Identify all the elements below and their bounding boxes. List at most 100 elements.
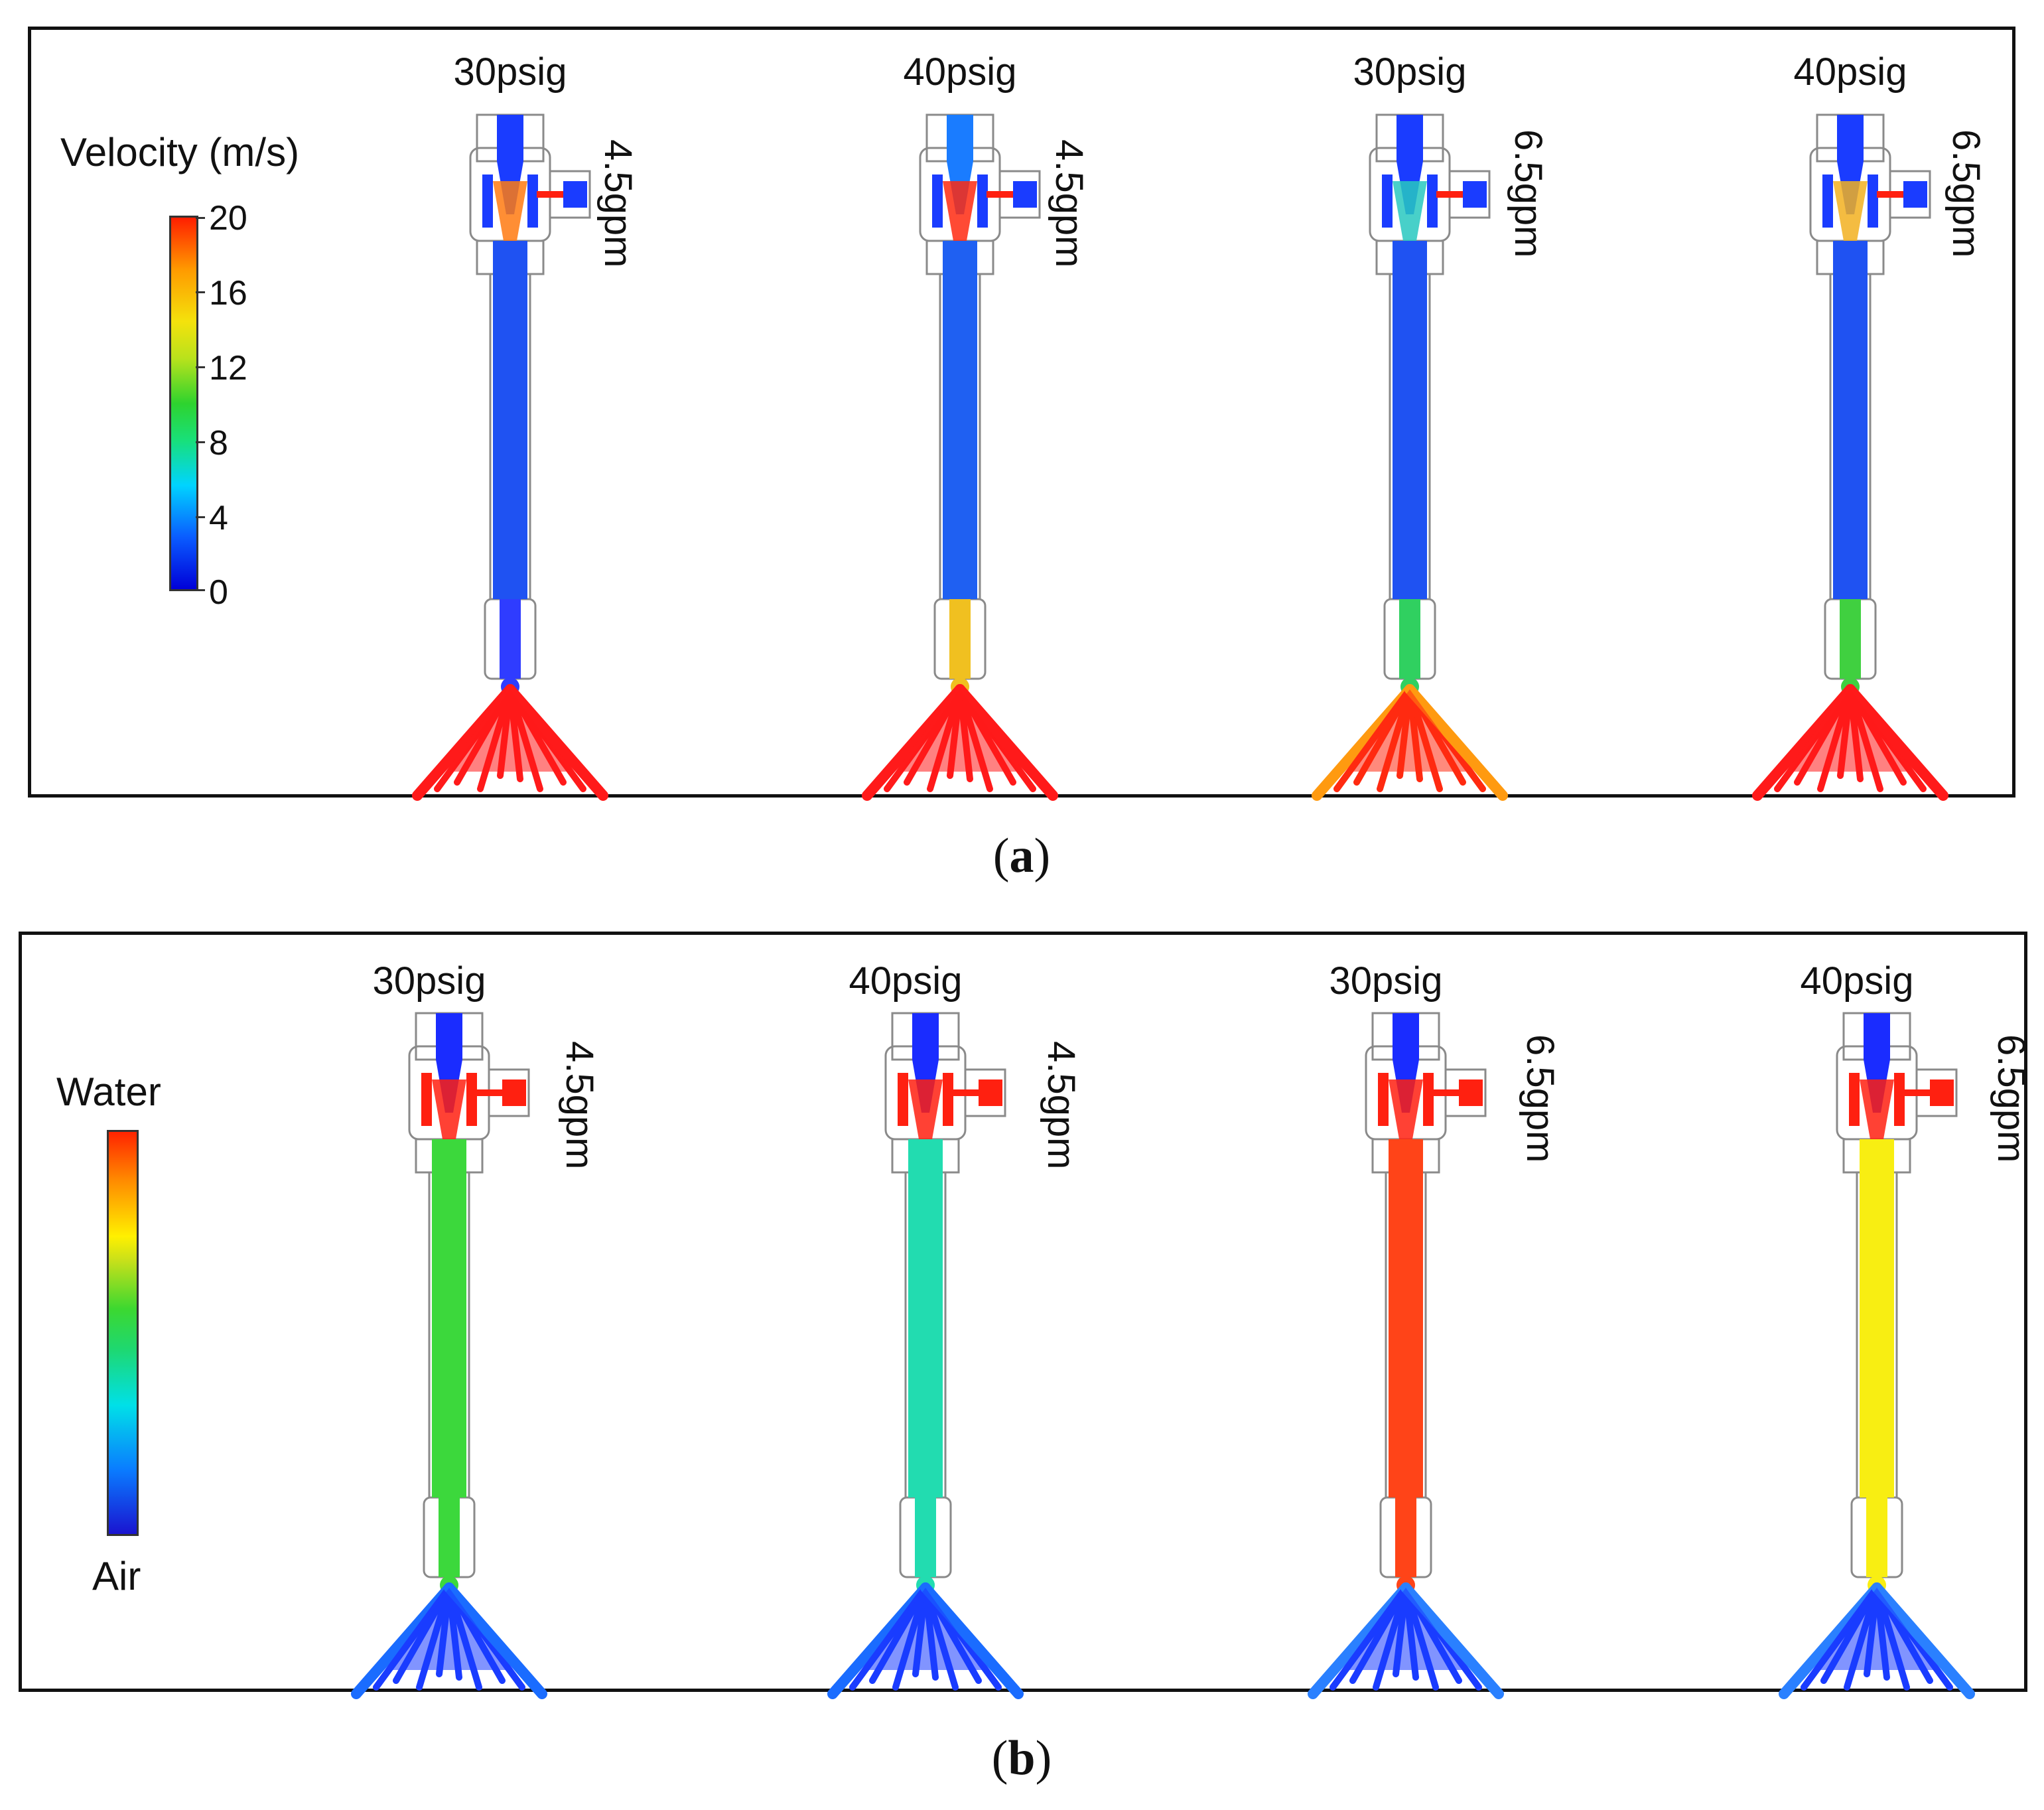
throat-flow <box>949 599 971 679</box>
column-title-a3: 30psig <box>1353 50 1467 94</box>
tube-flow <box>943 241 977 599</box>
side-port-flow <box>1459 1079 1483 1106</box>
side-port-flow <box>1903 181 1927 208</box>
side-chamber-right <box>1894 1073 1905 1126</box>
flow-label-b1: 4.5gpm <box>558 1041 601 1170</box>
velocity-tick-4: 4 <box>209 499 228 537</box>
paren-close: ) <box>1035 1731 1052 1785</box>
side-chamber-right <box>466 1073 477 1126</box>
side-chamber-left <box>482 174 493 228</box>
spray-cone <box>1350 689 1469 772</box>
side-port-channel <box>952 1089 979 1096</box>
column-title-a2: 40psig <box>903 50 1017 94</box>
inlet-flow <box>947 115 973 161</box>
mixing-core <box>908 1079 943 1139</box>
spray-cone <box>450 689 570 772</box>
velocity-panel: Velocity (m/s) 20 16 12 8 4 0 30psig 40p… <box>28 27 2015 801</box>
mixing-core <box>1860 1079 1894 1139</box>
tube-flow <box>908 1139 943 1497</box>
paren-open: ( <box>992 829 1010 883</box>
side-chamber-right <box>1427 174 1438 228</box>
mixing-core <box>1393 181 1427 241</box>
column-title-b3: 30psig <box>1329 959 1443 1003</box>
inlet-flow <box>1397 115 1423 161</box>
nozzle-velocity-30psig-4.5gpm <box>412 113 608 801</box>
paren-open: ( <box>991 1731 1008 1785</box>
spray-streak <box>444 1582 547 1699</box>
tube-flow <box>493 241 527 599</box>
mixing-core <box>493 181 527 241</box>
flow-label-b4: 6.5gpm <box>1990 1034 2033 1163</box>
velocity-tick-0: 0 <box>209 573 228 612</box>
throat-flow <box>1866 1497 1887 1577</box>
nozzle-fraction-30psig-6.5gpm <box>1308 1012 1504 1699</box>
mixing-core <box>432 1079 466 1139</box>
side-port-flow <box>563 181 587 208</box>
spray-cone <box>1346 1588 1465 1670</box>
side-port-channel <box>1903 1089 1930 1096</box>
side-chamber-left <box>1382 174 1393 228</box>
column-title-b4: 40psig <box>1800 959 1914 1003</box>
throat-flow <box>439 1497 460 1577</box>
side-port-channel <box>537 191 563 198</box>
panel-a-label: (a) <box>955 828 1088 884</box>
flow-label-b2: 4.5gpm <box>1040 1041 1083 1170</box>
side-chamber-left <box>898 1073 908 1126</box>
velocity-tick-12: 12 <box>209 349 247 387</box>
tick-mark <box>196 516 205 518</box>
side-port-flow <box>1013 181 1037 208</box>
velocity-legend-title: Velocity (m/s) <box>60 130 300 174</box>
side-port-flow <box>1463 181 1487 208</box>
inlet-flow <box>1393 1013 1419 1060</box>
tube-flow <box>1860 1139 1894 1497</box>
tick-mark <box>196 366 205 368</box>
flow-label-a4: 6.5gpm <box>1944 129 1988 258</box>
side-port-channel <box>1877 191 1903 198</box>
mixing-core <box>1389 1079 1423 1139</box>
column-title-b1: 30psig <box>372 959 486 1003</box>
throat-flow <box>1840 599 1861 679</box>
throat-flow <box>915 1497 936 1577</box>
nozzle-fraction-30psig-4.5gpm <box>351 1012 547 1699</box>
inlet-flow <box>436 1013 462 1060</box>
throat-flow <box>500 599 521 679</box>
nozzle-fraction-40psig-4.5gpm <box>827 1012 1024 1699</box>
side-port-flow <box>502 1079 526 1106</box>
side-port-channel <box>476 1089 502 1096</box>
side-chamber-right <box>1868 174 1878 228</box>
side-port-flow <box>979 1079 1002 1106</box>
tick-mark <box>196 217 205 219</box>
spray-cone <box>900 689 1020 772</box>
flow-label-a3: 6.5gpm <box>1507 129 1550 258</box>
spray-cone <box>1817 1588 1937 1670</box>
inlet-flow <box>1864 1013 1890 1060</box>
spray-streak <box>955 684 1058 801</box>
tick-mark <box>196 589 205 591</box>
inlet-flow <box>497 115 523 161</box>
mixing-core <box>1833 181 1868 241</box>
tube-flow <box>1833 241 1868 599</box>
spray-cone <box>866 1588 985 1670</box>
tube-flow <box>432 1139 466 1497</box>
spray-streak <box>1404 684 1508 801</box>
tick-mark <box>196 441 205 443</box>
panel-letter: b <box>1008 1731 1036 1785</box>
volume-fraction-panel: Water Air 30psig 40psig 30psig 40psig 4.… <box>19 932 2033 1699</box>
nozzle-velocity-40psig-6.5gpm <box>1752 113 1948 801</box>
side-chamber-left <box>421 1073 432 1126</box>
spray-streak <box>920 1582 1024 1699</box>
side-port-flow <box>1930 1079 1954 1106</box>
tick-mark <box>196 291 205 293</box>
throat-flow <box>1395 1497 1416 1577</box>
side-chamber-right <box>977 174 988 228</box>
side-chamber-left <box>1822 174 1833 228</box>
spray-cone <box>389 1588 509 1670</box>
spray-streak <box>1845 684 1948 801</box>
spray-streak <box>1872 1582 1975 1699</box>
spray-cone <box>1791 689 1910 772</box>
velocity-tick-16: 16 <box>209 274 247 313</box>
side-chamber-left <box>1849 1073 1860 1126</box>
column-title-a4: 40psig <box>1793 50 1907 94</box>
mixing-core <box>943 181 977 241</box>
tube-flow <box>1389 1139 1423 1497</box>
